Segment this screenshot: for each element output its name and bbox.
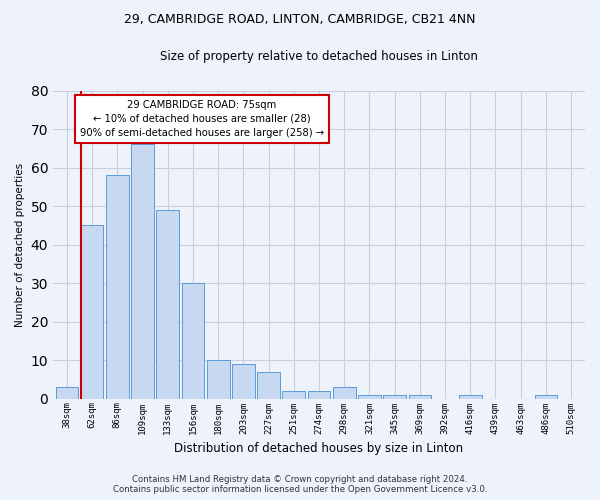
X-axis label: Distribution of detached houses by size in Linton: Distribution of detached houses by size … [175,442,464,455]
Title: Size of property relative to detached houses in Linton: Size of property relative to detached ho… [160,50,478,63]
Bar [157,210,179,398]
Bar [257,372,280,398]
Text: 29, CAMBRIDGE ROAD, LINTON, CAMBRIDGE, CB21 4NN: 29, CAMBRIDGE ROAD, LINTON, CAMBRIDGE, C… [124,12,476,26]
Text: Contains HM Land Registry data © Crown copyright and database right 2024.: Contains HM Land Registry data © Crown c… [132,475,468,484]
Bar [358,395,381,398]
Text: Contains public sector information licensed under the Open Government Licence v3: Contains public sector information licen… [113,485,487,494]
Text: 29 CAMBRIDGE ROAD: 75sqm
← 10% of detached houses are smaller (28)
90% of semi-d: 29 CAMBRIDGE ROAD: 75sqm ← 10% of detach… [80,100,324,138]
Bar [535,395,557,398]
Bar [207,360,230,399]
Bar [182,283,205,399]
Bar [383,395,406,398]
Bar [232,364,255,398]
Bar [459,395,482,398]
Y-axis label: Number of detached properties: Number of detached properties [15,162,25,326]
Bar [308,391,331,398]
Bar [409,395,431,398]
Bar [56,387,78,398]
Bar [131,144,154,398]
Bar [106,176,128,398]
Bar [283,391,305,398]
Bar [81,226,103,398]
Bar [333,387,356,398]
